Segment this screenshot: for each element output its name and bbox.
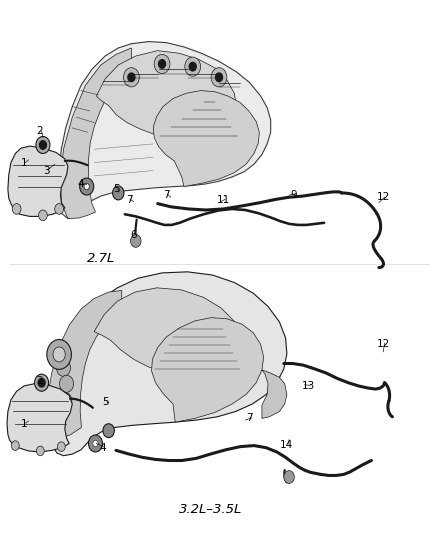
Text: 6: 6	[130, 230, 137, 239]
Circle shape	[88, 435, 102, 452]
Circle shape	[103, 424, 114, 438]
Text: 9: 9	[290, 190, 297, 199]
Text: 14: 14	[280, 440, 293, 450]
Circle shape	[113, 186, 124, 200]
Polygon shape	[153, 91, 259, 187]
Polygon shape	[60, 48, 131, 219]
Text: 11: 11	[217, 195, 230, 205]
Circle shape	[11, 441, 19, 450]
Circle shape	[36, 136, 50, 154]
Polygon shape	[57, 42, 271, 219]
Polygon shape	[96, 51, 237, 139]
Circle shape	[39, 141, 46, 149]
Circle shape	[215, 73, 223, 82]
Circle shape	[36, 446, 44, 456]
Text: 7: 7	[246, 414, 253, 423]
Polygon shape	[7, 384, 72, 452]
Text: 5: 5	[102, 398, 109, 407]
Circle shape	[189, 62, 196, 71]
Circle shape	[159, 60, 166, 68]
Circle shape	[38, 378, 45, 387]
Text: 2.7L: 2.7L	[87, 252, 115, 265]
Circle shape	[58, 392, 72, 409]
Circle shape	[211, 68, 227, 87]
Circle shape	[154, 54, 170, 74]
Polygon shape	[152, 318, 264, 422]
Circle shape	[53, 347, 65, 362]
Text: 4: 4	[78, 179, 85, 189]
Polygon shape	[47, 290, 122, 438]
Circle shape	[12, 204, 21, 214]
Text: 2: 2	[36, 376, 43, 386]
Circle shape	[131, 235, 141, 247]
Circle shape	[35, 374, 49, 391]
Text: 1: 1	[21, 158, 28, 167]
Circle shape	[128, 73, 135, 82]
Text: 3.2L–3.5L: 3.2L–3.5L	[179, 503, 242, 515]
Text: 7: 7	[163, 190, 170, 199]
Circle shape	[284, 471, 294, 483]
Text: 13: 13	[302, 382, 315, 391]
Circle shape	[80, 178, 94, 195]
Circle shape	[60, 375, 74, 392]
Text: 5: 5	[113, 184, 120, 194]
Text: 3: 3	[42, 166, 49, 175]
Text: 12: 12	[377, 339, 390, 349]
Circle shape	[57, 442, 65, 451]
Text: 1: 1	[21, 419, 28, 429]
Text: 2: 2	[36, 126, 43, 135]
Text: 12: 12	[377, 192, 390, 202]
Circle shape	[124, 68, 139, 87]
Polygon shape	[94, 288, 240, 374]
Polygon shape	[8, 146, 68, 216]
Circle shape	[55, 204, 64, 214]
Circle shape	[47, 340, 71, 369]
Circle shape	[57, 359, 71, 376]
Circle shape	[93, 440, 98, 447]
Polygon shape	[262, 370, 287, 418]
Circle shape	[84, 183, 89, 190]
Polygon shape	[47, 272, 287, 456]
Circle shape	[39, 210, 47, 221]
Circle shape	[185, 57, 201, 76]
Text: 4: 4	[99, 443, 106, 453]
Circle shape	[52, 346, 66, 363]
Text: 7: 7	[126, 195, 133, 205]
